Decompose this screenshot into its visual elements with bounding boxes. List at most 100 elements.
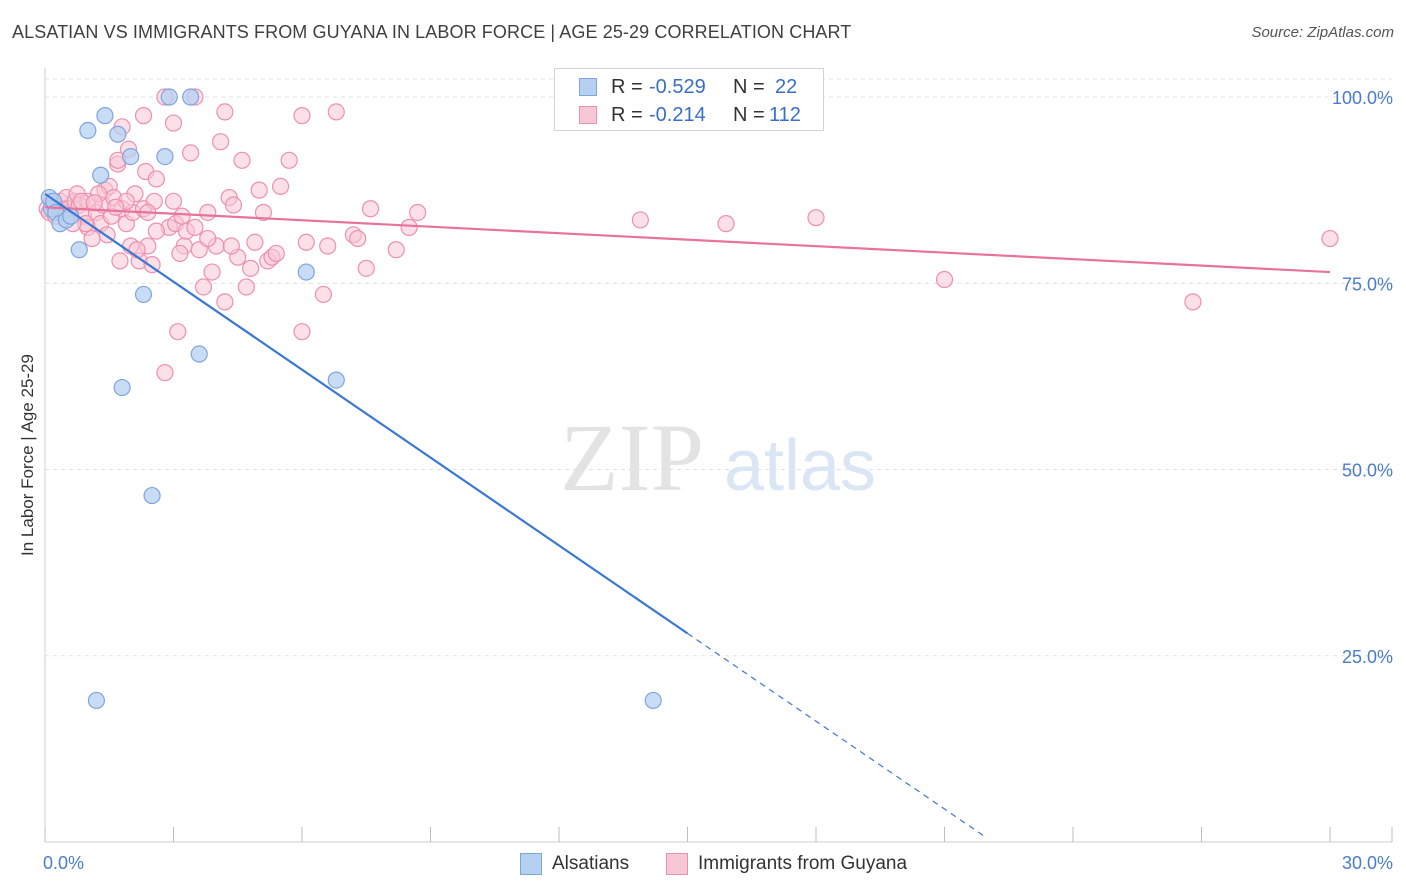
legend-swatch-alsatians — [520, 853, 542, 875]
alsatian-points — [40, 88, 662, 710]
guyana-point — [280, 151, 298, 169]
alsatian-point — [156, 148, 174, 166]
guyana-point — [314, 285, 333, 304]
legend-swatch-alsatians — [579, 78, 597, 96]
guyana-point — [246, 233, 264, 251]
alsatian-point — [122, 148, 140, 166]
guyana-point — [293, 107, 311, 125]
alsatian-point — [134, 285, 153, 304]
guyana-point — [327, 103, 345, 121]
guyana-point — [147, 222, 165, 240]
legend-n-label: N = — [733, 104, 765, 126]
guyana-point — [242, 259, 260, 277]
guyana-point — [182, 144, 200, 162]
alsatian-point — [644, 691, 662, 710]
legend-label-guyana: Immigrants from Guyana — [698, 853, 908, 874]
tick-labels: 25.0% 50.0% 75.0% 100.0% 0.0% 30.0% — [43, 88, 1393, 873]
alsatian-point — [113, 378, 131, 397]
guyana-point — [935, 270, 954, 289]
guyana-point — [297, 233, 315, 251]
alsatian-point — [190, 345, 208, 363]
legend-label-alsatians: Alsatians — [552, 853, 630, 874]
legend-r-value: -0.214 — [649, 104, 706, 126]
y-tick-label: 25.0% — [1342, 647, 1393, 667]
legend-n-value: 112 — [769, 104, 801, 126]
trend-lines — [44, 192, 1331, 839]
alsatian-point — [182, 88, 200, 106]
y-tick-label: 100.0% — [1332, 88, 1393, 108]
watermark-zip: ZIP — [560, 404, 704, 511]
guyana-trend-line — [44, 206, 1331, 274]
alsatian-trend-extension — [687, 632, 988, 839]
guyana-point — [361, 200, 380, 218]
alsatian-point — [87, 691, 106, 710]
watermark-atlas: atlas — [724, 426, 876, 506]
guyana-point — [293, 323, 311, 341]
source-credit: Source: ZipAtlas.com — [1251, 24, 1394, 41]
guyana-point — [83, 229, 101, 248]
guyana-point — [169, 323, 187, 341]
guyana-point — [199, 203, 217, 222]
guyana-point — [267, 244, 285, 263]
alsatian-point — [160, 88, 178, 106]
guyana-point — [134, 107, 153, 125]
axes — [44, 68, 1393, 843]
guyana-point — [349, 229, 367, 248]
guyana-point — [212, 133, 230, 151]
alsatian-point — [109, 125, 127, 143]
alsatian-point — [79, 121, 97, 140]
guyana-point — [164, 114, 183, 132]
guyana-point — [807, 209, 825, 227]
x-tick-label-min: 0.0% — [43, 853, 84, 873]
guyana-point — [164, 192, 183, 210]
guyana-point — [203, 263, 221, 281]
guyana-point — [717, 215, 735, 233]
guyana-point — [1321, 229, 1339, 248]
y-tick-label: 75.0% — [1342, 274, 1393, 294]
guyana-point — [224, 196, 243, 214]
guyana-point — [631, 211, 649, 229]
guyana-point — [156, 364, 174, 382]
legend-n-label: N = — [733, 76, 765, 98]
guyana-point — [216, 103, 234, 121]
guyana-point — [173, 207, 191, 225]
guyana-point — [186, 218, 204, 236]
watermark: ZIP atlas — [560, 404, 876, 511]
alsatian-point — [92, 166, 110, 184]
legend-r-label: R = — [611, 76, 643, 98]
guyana-point — [1184, 293, 1202, 311]
guyana-point — [271, 177, 290, 195]
guyana-point — [233, 151, 251, 169]
guyana-point — [194, 278, 213, 296]
guyana-point — [237, 278, 255, 296]
alsatian-trend-line — [44, 192, 689, 635]
guyana-point — [199, 229, 217, 248]
guyana-point — [254, 203, 273, 222]
legend-r-label: R = — [611, 104, 643, 126]
y-tick-label: 50.0% — [1342, 461, 1393, 481]
legend-r-value: -0.529 — [649, 76, 706, 98]
alsatian-point — [96, 107, 114, 125]
guyana-point — [222, 237, 240, 255]
guyana-points — [38, 88, 1339, 382]
correlation-legend: R = -0.529 N = 22 R = -0.214 N = 112 — [554, 68, 824, 131]
chart-title: ALSATIAN VS IMMIGRANTS FROM GUYANA IN LA… — [12, 22, 852, 42]
legend-swatch-guyana — [666, 853, 688, 875]
guyana-point — [111, 252, 129, 270]
guyana-point — [409, 203, 427, 222]
guyana-point — [387, 241, 405, 259]
guyana-point — [357, 259, 375, 277]
guyana-point — [250, 181, 268, 199]
y-axis-label: In Labor Force | Age 25-29 — [18, 354, 37, 556]
guyana-point — [216, 293, 234, 311]
alsatian-point — [70, 241, 88, 259]
alsatian-point — [297, 263, 315, 281]
x-tick-label-max: 30.0% — [1342, 853, 1393, 873]
guyana-point — [128, 241, 146, 259]
guyana-point — [400, 218, 418, 236]
guyana-point — [171, 244, 189, 263]
legend-swatch-guyana — [579, 106, 597, 124]
guyana-point — [319, 237, 337, 255]
legend-n-value: 22 — [775, 76, 798, 98]
